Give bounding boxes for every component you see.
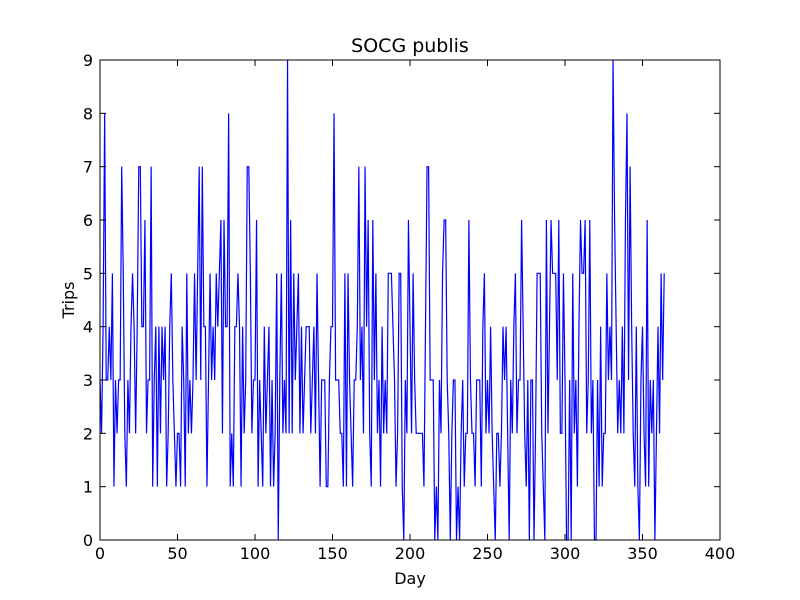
y-axis-label: Trips	[59, 282, 78, 320]
y-tick-label: 0	[83, 531, 93, 550]
x-tick-label: 200	[395, 544, 426, 563]
y-tick-label: 5	[83, 264, 93, 283]
data-line	[99, 59, 665, 541]
y-tick-label: 4	[83, 318, 93, 337]
y-tick-label: 7	[83, 158, 93, 177]
x-tick-label: 0	[95, 544, 105, 563]
x-tick-label: 400	[705, 544, 736, 563]
x-tick-label: 100	[240, 544, 271, 563]
x-tick-label: 300	[550, 544, 581, 563]
x-tick-label: 150	[317, 544, 348, 563]
x-tick-label: 50	[167, 544, 187, 563]
y-tick-label: 1	[83, 478, 93, 497]
y-tick-label: 8	[83, 104, 93, 123]
chart-title: SOCG publis	[351, 35, 469, 57]
y-tick-label: 3	[83, 371, 93, 390]
x-tick-label: 250	[472, 544, 503, 563]
x-tick-label: 350	[627, 544, 658, 563]
x-axis-label: Day	[394, 569, 426, 588]
y-tick-label: 2	[83, 424, 93, 443]
y-tick-label: 6	[83, 211, 93, 230]
y-tick-label: 9	[83, 51, 93, 70]
